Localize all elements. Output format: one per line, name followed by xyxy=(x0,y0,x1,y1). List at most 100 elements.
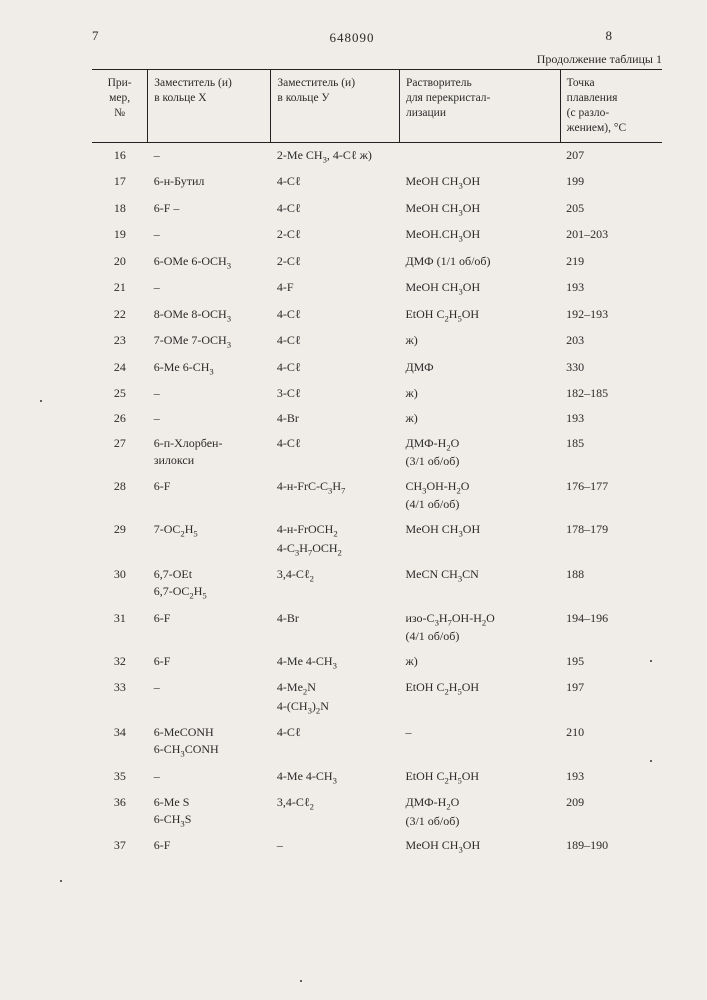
cell-y: 3,4-Cℓ2 xyxy=(271,790,400,833)
data-table: При-мер,№ Заместитель (и)в кольце Х Заме… xyxy=(92,69,662,860)
cell-s: ДМФ-H2O(3/1 об/об) xyxy=(399,790,560,833)
table-row: 26–4-Brж)193 xyxy=(92,406,662,431)
cell-y: 4-Cℓ xyxy=(271,196,400,222)
cell-s: ДМФ (1/1 об/об) xyxy=(399,249,560,275)
cell-t: 197 xyxy=(560,675,662,720)
cell-s: изо-C3H7OH-H2O(4/1 об/об) xyxy=(399,606,560,649)
cell-s: EtOH C2H5OH xyxy=(399,764,560,790)
cell-s: ж) xyxy=(399,381,560,406)
cell-n: 34 xyxy=(92,720,148,763)
cell-y: 2-Cℓ xyxy=(271,222,400,248)
cell-s: ж) xyxy=(399,328,560,354)
cell-t: 203 xyxy=(560,328,662,354)
cell-t: 189–190 xyxy=(560,833,662,859)
cell-x: 6-п-Хлорбен-зилокси xyxy=(148,431,271,474)
cell-t: 192–193 xyxy=(560,302,662,328)
cell-x: – xyxy=(148,222,271,248)
cell-n: 21 xyxy=(92,275,148,301)
table-row: 366-Me S6-CH3S3,4-Cℓ2ДМФ-H2O(3/1 об/об)2… xyxy=(92,790,662,833)
cell-x: 6-н-Бутил xyxy=(148,169,271,195)
cell-n: 32 xyxy=(92,649,148,675)
col-substituent-x: Заместитель (и)в кольце Х xyxy=(148,70,271,143)
cell-y: 4-Me 4-CH3 xyxy=(271,649,400,675)
table-row: 35–4-Me 4-CH3EtOH C2H5OH193 xyxy=(92,764,662,790)
cell-t: 176–177 xyxy=(560,474,662,517)
cell-s: MeOH CH3OH xyxy=(399,517,560,562)
table-row: 346-MeCONH6-CH3CONH4-Cℓ–210 xyxy=(92,720,662,763)
cell-x: – xyxy=(148,381,271,406)
table-row: 186-F –4-CℓMeOH CH3OH205 xyxy=(92,196,662,222)
cell-t: 209 xyxy=(560,790,662,833)
page: 7 8 648090 Продолжение таблицы 1 При-мер… xyxy=(0,0,707,1000)
cell-t: 193 xyxy=(560,275,662,301)
cell-t: 195 xyxy=(560,649,662,675)
cell-s: – xyxy=(399,720,560,763)
cell-t: 182–185 xyxy=(560,381,662,406)
table-row: 237-OMe 7-OCH34-Cℓж)203 xyxy=(92,328,662,354)
cell-x: 6-Me 6-CH3 xyxy=(148,355,271,381)
cell-s: MeOH CH3OH xyxy=(399,196,560,222)
cell-y: 4-Me2N4-(CH3)2N xyxy=(271,675,400,720)
cell-n: 33 xyxy=(92,675,148,720)
page-right: 8 xyxy=(606,28,613,44)
cell-t: 185 xyxy=(560,431,662,474)
cell-n: 28 xyxy=(92,474,148,517)
cell-t: 194–196 xyxy=(560,606,662,649)
cell-t: 205 xyxy=(560,196,662,222)
cell-x: 6-F xyxy=(148,474,271,517)
table-row: 33–4-Me2N4-(CH3)2NEtOH C2H5OH197 xyxy=(92,675,662,720)
cell-s: ДМФ-H2O(3/1 об/об) xyxy=(399,431,560,474)
cell-t: 207 xyxy=(560,142,662,169)
table-body: 16–2-Me CH3, 4-Cℓ ж)207176-н-Бутил4-CℓMe… xyxy=(92,142,662,860)
cell-t: 201–203 xyxy=(560,222,662,248)
cell-x: 7-OC2H5 xyxy=(148,517,271,562)
cell-n: 19 xyxy=(92,222,148,248)
cell-x: 6-Me S6-CH3S xyxy=(148,790,271,833)
cell-t: 178–179 xyxy=(560,517,662,562)
cell-s: MeOH.CH3OH xyxy=(399,222,560,248)
table-row: 286-F4-н-FrС-C3H7CH3OH-H2O(4/1 об/об)176… xyxy=(92,474,662,517)
cell-x: 6-F xyxy=(148,833,271,859)
table-row: 246-Me 6-CH34-CℓДМФ330 xyxy=(92,355,662,381)
cell-s xyxy=(399,142,560,169)
cell-x: 6-F xyxy=(148,649,271,675)
cell-n: 23 xyxy=(92,328,148,354)
cell-s: ж) xyxy=(399,406,560,431)
col-substituent-y: Заместитель (и)в кольце У xyxy=(271,70,400,143)
table-row: 19–2-CℓMeOH.CH3OH201–203 xyxy=(92,222,662,248)
cell-n: 26 xyxy=(92,406,148,431)
cell-x: 7-OMe 7-OCH3 xyxy=(148,328,271,354)
cell-n: 16 xyxy=(92,142,148,169)
cell-s: EtOH C2H5OH xyxy=(399,675,560,720)
cell-y: 4-Cℓ xyxy=(271,169,400,195)
table-row: 206-OMe 6-OCH32-CℓДМФ (1/1 об/об)219 xyxy=(92,249,662,275)
cell-x: – xyxy=(148,406,271,431)
cell-y: 4-Cℓ xyxy=(271,328,400,354)
cell-y: 4-Br xyxy=(271,606,400,649)
cell-y: 4-Cℓ xyxy=(271,302,400,328)
cell-s: ДМФ xyxy=(399,355,560,381)
cell-y: 4-Cℓ xyxy=(271,355,400,381)
cell-x: 6-F xyxy=(148,606,271,649)
cell-y: 4-н-FrС-C3H7 xyxy=(271,474,400,517)
table-row: 21–4-FMeOH CH3OH193 xyxy=(92,275,662,301)
cell-n: 37 xyxy=(92,833,148,859)
cell-n: 35 xyxy=(92,764,148,790)
cell-n: 30 xyxy=(92,562,148,605)
cell-x: – xyxy=(148,675,271,720)
cell-x: 6-F – xyxy=(148,196,271,222)
cell-y: – xyxy=(271,833,400,859)
table-row: 316-F4-Brизо-C3H7OH-H2O(4/1 об/об)194–19… xyxy=(92,606,662,649)
cell-t: 210 xyxy=(560,720,662,763)
cell-n: 25 xyxy=(92,381,148,406)
cell-n: 22 xyxy=(92,302,148,328)
cell-t: 219 xyxy=(560,249,662,275)
cell-n: 24 xyxy=(92,355,148,381)
cell-y: 4-Cℓ xyxy=(271,431,400,474)
cell-y: 2-Me CH3, 4-Cℓ ж) xyxy=(271,142,400,169)
cell-s: EtOH C2H5OH xyxy=(399,302,560,328)
cell-t: 199 xyxy=(560,169,662,195)
cell-y: 3-Cℓ xyxy=(271,381,400,406)
cell-s: MeOH CH3OH xyxy=(399,275,560,301)
cell-y: 4-Br xyxy=(271,406,400,431)
